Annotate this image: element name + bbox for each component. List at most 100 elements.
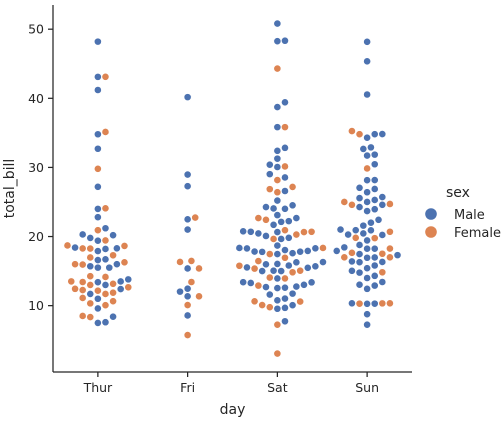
point-male (273, 250, 282, 258)
point-female (288, 268, 297, 277)
point-male (273, 103, 282, 111)
point-female (120, 242, 129, 250)
point-female (187, 257, 196, 265)
point-male (258, 247, 267, 256)
point-male (363, 284, 372, 293)
point-female (101, 290, 110, 298)
x-tick-label-fri: Fri (180, 380, 195, 395)
point-male (336, 225, 345, 234)
point-male (86, 262, 95, 271)
point-female (109, 288, 117, 297)
point-female (86, 272, 95, 281)
point-male (288, 301, 297, 310)
point-male (273, 211, 282, 220)
x-tick-label-thur: Thur (83, 380, 113, 395)
point-female (195, 292, 203, 301)
point-male (93, 37, 102, 46)
point-female (348, 200, 356, 209)
point-male (183, 264, 192, 273)
point-male (300, 280, 308, 289)
point-male (370, 176, 379, 184)
point-male (93, 263, 102, 272)
legend-label-female: Female (454, 226, 501, 241)
point-male (370, 205, 379, 214)
point-male (93, 319, 102, 327)
point-male (262, 232, 270, 240)
point-male (93, 144, 102, 153)
legend-label-male: Male (454, 208, 485, 223)
point-male (370, 261, 379, 270)
point-female (124, 283, 133, 292)
point-female (254, 281, 263, 290)
point-male (378, 258, 387, 266)
point-male (370, 281, 379, 290)
point-female (269, 235, 278, 243)
point-male (269, 266, 278, 275)
point-female (109, 297, 117, 306)
point-male (273, 19, 282, 28)
point-female (378, 268, 387, 277)
point-male (370, 196, 379, 204)
y-tick-label: 40 (28, 91, 44, 106)
point-male (359, 144, 368, 153)
point-male (355, 194, 364, 203)
point-male (292, 214, 301, 222)
point-male (351, 226, 360, 235)
point-male (93, 72, 102, 81)
point-male (183, 284, 192, 293)
point-male (393, 251, 402, 260)
point-male (86, 290, 95, 298)
point-male (359, 229, 368, 238)
point-male (93, 278, 102, 287)
point-female (351, 233, 360, 242)
point-male (101, 281, 110, 289)
point-male (363, 320, 372, 329)
point-male (93, 213, 102, 222)
point-female (273, 64, 282, 73)
point-female (86, 244, 95, 253)
point-male (183, 292, 192, 301)
point-female (195, 264, 203, 273)
point-male (262, 283, 270, 291)
point-male (273, 123, 282, 132)
point-male (367, 218, 375, 227)
point-male (378, 130, 387, 138)
point-female (93, 286, 102, 295)
point-female (93, 164, 102, 173)
point-female (67, 277, 76, 286)
point-female (348, 248, 356, 257)
point-male (303, 247, 312, 255)
point-female (307, 227, 316, 236)
point-male (109, 312, 117, 321)
point-male (363, 151, 372, 160)
point-male (273, 284, 282, 292)
point-male (281, 204, 289, 213)
point-male (183, 311, 192, 320)
point-male (112, 260, 121, 269)
point-male (288, 289, 297, 298)
point-male (378, 231, 387, 239)
point-male (246, 279, 255, 287)
point-male (239, 278, 248, 287)
point-male (370, 271, 379, 280)
point-male (281, 294, 289, 303)
point-male (281, 36, 289, 45)
point-female (273, 188, 282, 197)
point-male (307, 278, 316, 287)
y-tick-label: 30 (28, 160, 44, 175)
point-male (273, 228, 282, 236)
point-male (93, 182, 102, 191)
x-ticks: Thur Fri Sat Sun (83, 372, 379, 395)
point-female (78, 244, 87, 253)
point-male (281, 303, 289, 312)
point-female (386, 200, 394, 208)
point-male (93, 236, 102, 245)
point-male (112, 244, 121, 253)
point-male (292, 258, 301, 267)
point-male (363, 57, 372, 66)
point-male (363, 236, 372, 245)
point-male (262, 203, 270, 211)
point-male (281, 173, 289, 182)
point-male (281, 143, 289, 152)
point-male (277, 267, 286, 275)
